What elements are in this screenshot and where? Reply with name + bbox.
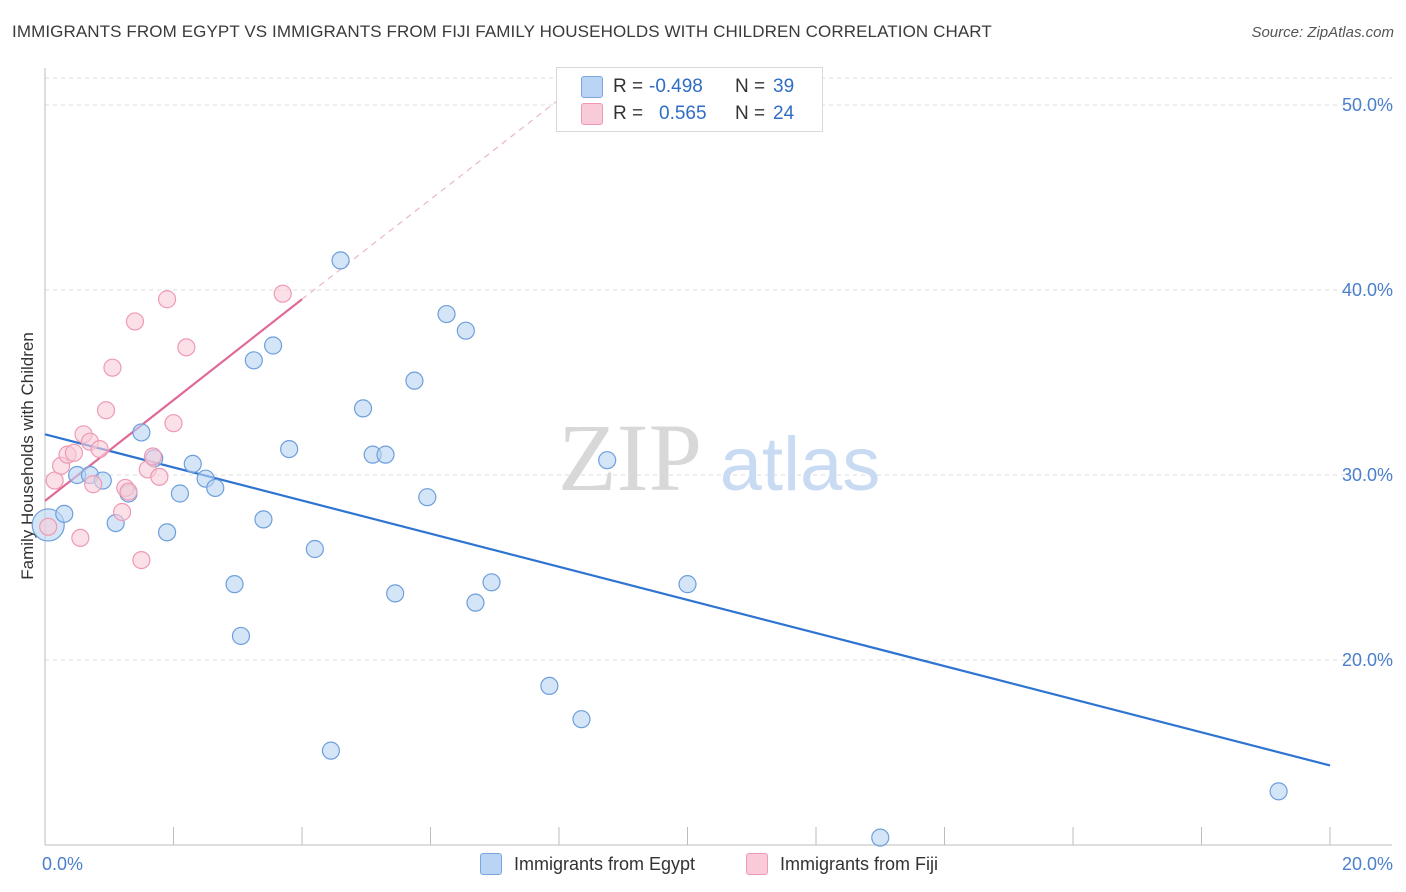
data-point-fiji — [150, 467, 169, 486]
data-point-egypt — [456, 321, 475, 340]
legend-swatch-egypt — [480, 853, 502, 875]
stats-n-label: N = — [735, 76, 766, 97]
stats-r-value: -0.498 — [649, 76, 703, 97]
data-point-egypt — [132, 423, 151, 442]
data-point-egypt — [244, 351, 263, 370]
data-point-egypt — [206, 478, 225, 498]
data-point-egypt — [437, 304, 456, 324]
chart-title: IMMIGRANTS FROM EGYPT VS IMMIGRANTS FROM… — [12, 22, 992, 41]
data-point-egypt — [55, 504, 74, 523]
stats-n-value: 24 — [773, 103, 795, 124]
data-point-egypt — [263, 336, 283, 355]
tick-labels: 20.0% 30.0% 40.0% 50.0% 0.0% 20.0% — [42, 95, 1393, 874]
data-point-fiji — [71, 528, 90, 548]
stats-swatch-egypt — [581, 76, 603, 98]
trend-line-egypt — [44, 433, 1331, 767]
stats-r-value: 0.565 — [659, 103, 707, 124]
data-point-fiji — [90, 440, 109, 459]
source-label: Source: ZipAtlas.com — [1251, 24, 1394, 41]
stats-r-label: R = — [613, 76, 644, 97]
x-tick-label: 20.0% — [1342, 854, 1393, 874]
data-point-fiji — [39, 517, 58, 536]
data-point-egypt — [225, 575, 244, 594]
data-point-egypt — [1269, 782, 1288, 801]
axes — [44, 68, 1392, 846]
watermark-zip: ZIP — [558, 404, 702, 511]
legend-label-fiji: Immigrants from Fiji — [780, 853, 939, 874]
watermark: ZIP atlas — [558, 404, 880, 511]
data-point-fiji — [84, 475, 103, 494]
data-point-egypt — [540, 676, 559, 696]
data-point-egypt — [405, 371, 424, 390]
data-point-egypt — [678, 575, 697, 594]
data-point-fiji — [125, 312, 145, 331]
data-point-egypt — [871, 828, 890, 847]
legend-item-egypt[interactable]: Immigrants from Egypt — [480, 852, 695, 876]
data-point-fiji — [119, 482, 138, 501]
data-point-fiji — [177, 338, 196, 357]
data-point-egypt — [254, 510, 273, 529]
y-tick-label: 50.0% — [1342, 95, 1393, 115]
data-point-egypt — [305, 539, 324, 559]
watermark-atlas: atlas — [720, 422, 881, 507]
gridlines — [45, 77, 1392, 661]
data-points — [31, 251, 1288, 847]
data-point-fiji — [96, 401, 116, 420]
stats-r-label: R = — [613, 103, 644, 124]
stats-box: R = -0.498 N = 39 R = 0.565 N = 24 — [556, 67, 823, 132]
data-point-egypt — [280, 440, 299, 459]
y-tick-label: 30.0% — [1342, 465, 1393, 485]
stats-n-value: 39 — [773, 76, 795, 97]
stats-n-label: N = — [735, 103, 766, 124]
stats-swatch-fiji — [581, 103, 603, 125]
data-point-fiji — [143, 447, 163, 466]
data-point-fiji — [164, 414, 183, 433]
data-point-egypt — [572, 710, 591, 729]
data-point-egypt — [231, 626, 251, 646]
data-point-egypt — [418, 488, 437, 507]
legend-item-fiji[interactable]: Immigrants from Fiji — [746, 852, 938, 876]
data-point-egypt — [321, 741, 341, 760]
data-point-egypt — [157, 523, 177, 542]
data-point-egypt — [482, 573, 501, 592]
data-point-egypt — [466, 593, 485, 612]
data-point-egypt — [183, 454, 202, 473]
data-point-egypt — [386, 584, 405, 603]
data-point-egypt — [170, 484, 190, 503]
x-tick-label: 0.0% — [42, 854, 83, 874]
legend-label-egypt: Immigrants from Egypt — [514, 853, 696, 874]
legend-swatch-fiji — [746, 853, 768, 875]
data-point-fiji — [132, 550, 151, 570]
data-point-egypt — [598, 451, 617, 470]
data-point-egypt — [376, 445, 395, 464]
data-point-fiji — [112, 502, 132, 522]
data-point-egypt — [353, 399, 373, 418]
data-point-fiji — [103, 358, 122, 377]
data-point-fiji — [273, 284, 292, 303]
y-tick-label: 20.0% — [1342, 650, 1393, 670]
y-tick-label: 40.0% — [1342, 280, 1393, 300]
data-point-fiji — [64, 443, 84, 462]
data-point-fiji — [157, 290, 177, 309]
data-point-egypt — [331, 251, 350, 270]
